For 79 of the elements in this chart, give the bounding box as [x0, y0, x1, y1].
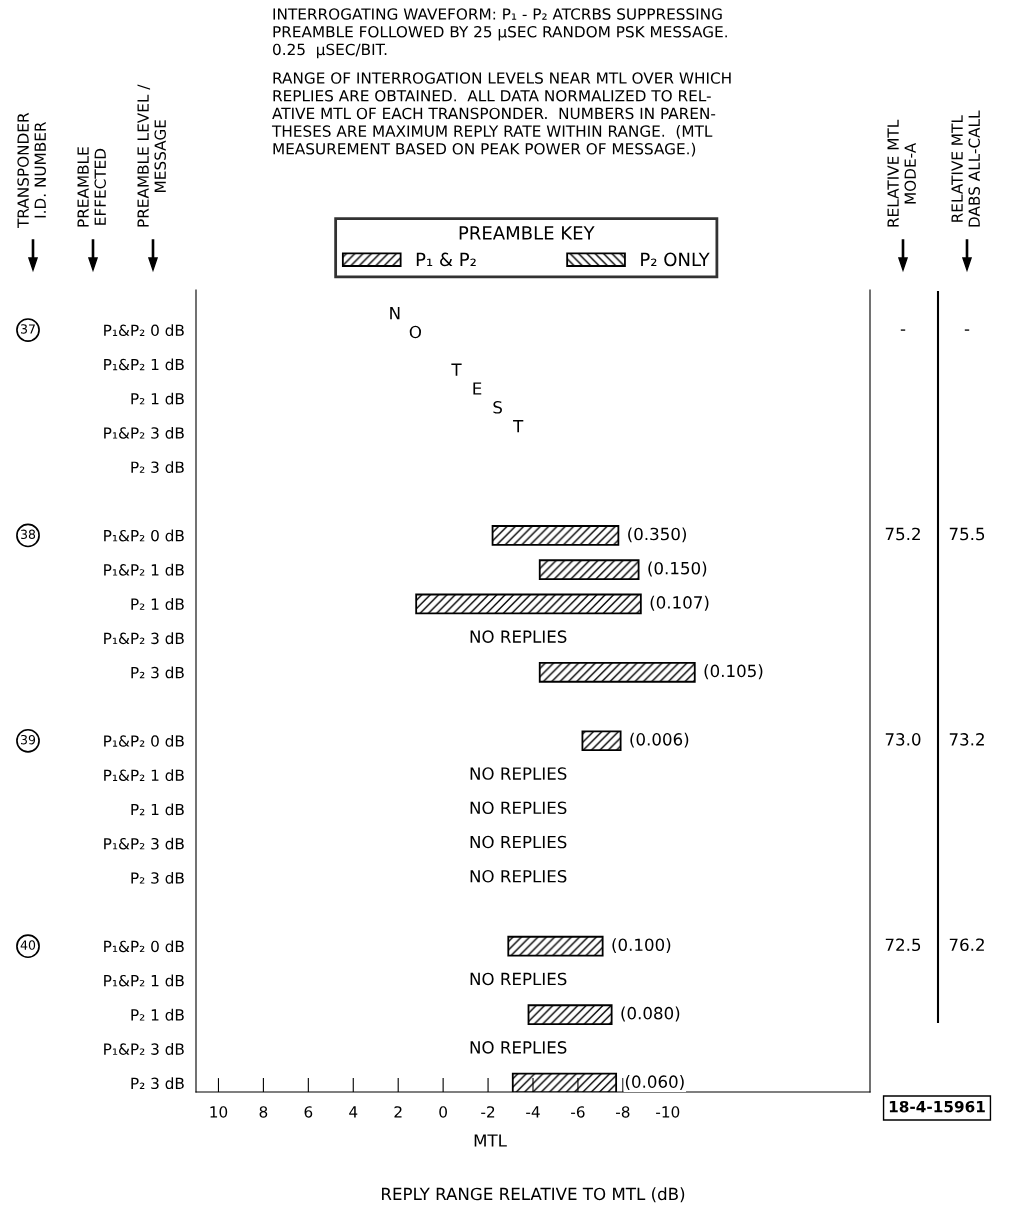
annotation: (0.105) — [704, 664, 763, 680]
x-tick-label: -8 — [616, 1106, 630, 1118]
annotation: (0.080) — [621, 1006, 680, 1022]
annotation: (0.100) — [612, 938, 671, 953]
annotation: (0.150) — [648, 561, 707, 577]
y-tick-label: P₂ 3 dB — [131, 666, 184, 679]
y-tick-label: P₁&P₂ 0 dB — [104, 940, 184, 953]
text: 38 — [21, 529, 36, 540]
text: 40 — [20, 940, 36, 950]
x-tick-label: 8 — [259, 1106, 268, 1118]
y-tick-label: P₂ 1 dB — [131, 1008, 184, 1021]
text: 73.2 — [949, 733, 984, 746]
text: RELATIVE MTL DABS ALL-CALL — [951, 110, 980, 227]
bar — [581, 730, 622, 752]
text: PREAMBLE LEVEL / MESSAGE — [137, 84, 166, 227]
text: NO TEST — [390, 307, 524, 433]
text: INTERROGATING WAVEFORM: P₁ - P₂ ATCRBS SUPPRESSING PREAMBLE FOLLOWED BY 25 μSEC RANDOM PSK MESSAGE. 0.25 μSEC/BIT. — [273, 8, 727, 59]
x-tick-label: -4 — [526, 1106, 540, 1118]
x-tick-label: -10 — [656, 1106, 680, 1118]
text: 76.2 — [949, 938, 984, 952]
y-tick-label: P₁&P₂ 3 dB — [104, 1043, 184, 1055]
text: 72.5 — [885, 938, 921, 952]
text: TRANSPONDER I.D. NUMBER — [17, 112, 46, 229]
text: - — [964, 329, 970, 331]
y-tick-label: P₁&P₂ 0 dB — [104, 324, 184, 337]
x-tick-label: 0 — [439, 1106, 447, 1118]
y-tick-label: P₂ 3 dB — [131, 1077, 184, 1090]
y-tick-label: P₁&P₂ 1 dB — [104, 769, 184, 782]
text: 39 — [21, 734, 36, 745]
text: NO REPLIES — [470, 801, 567, 815]
text: PREAMBLE EFFECTED — [77, 147, 106, 227]
x-tick-label: 6 — [304, 1106, 313, 1118]
y-tick-label: P₂ 1 dB — [131, 392, 184, 405]
annotation: (0.006) — [630, 732, 689, 748]
text: 73.0 — [885, 733, 921, 746]
text: RANGE OF INTERROGATION LEVELS NEAR MTL OVER WHICH REPLIES ARE OBTAINED. ALL DATA NORMALIZED TO REL- ATIVE MTL OF EACH TRANSPONDER. NUMBERS IN PAREN- THESES ARE MAXIMUM REPLY RATE WITHIN RANGE. (MTL MEASUREMENT BASED ON PEAK POWER OF MESSAGE.) — [271, 72, 731, 157]
x-tick-label: 2 — [394, 1106, 402, 1118]
annotation: (0.350) — [628, 527, 686, 543]
y-tick-label: P₂ 3 dB — [131, 871, 184, 884]
y-tick-label: P₂ 1 dB — [131, 598, 184, 610]
y-tick-label: P₁&P₂ 1 dB — [104, 358, 184, 371]
y-tick-label: P₁&P₂ 1 dB — [104, 563, 184, 576]
y-tick-label: P₁&P₂ 3 dB — [104, 426, 184, 439]
bar — [507, 935, 604, 957]
text: NO REPLIES — [470, 869, 567, 883]
text: NO REPLIES — [470, 630, 567, 643]
text: RELATIVE MTL MODE-A — [887, 119, 916, 227]
text: 18-4-15961 — [889, 1100, 985, 1113]
bar — [538, 662, 696, 683]
legend-label: P₂ ONLY — [641, 252, 710, 267]
text: NO REPLIES — [470, 767, 567, 780]
annotation: (0.060) — [625, 1075, 684, 1090]
annotation: (0.107) — [650, 595, 709, 611]
text: 75.2 — [885, 527, 920, 541]
text: NO REPLIES — [470, 972, 567, 986]
legend-title: PREAMBLE KEY — [459, 226, 595, 240]
y-tick-label: P₂ 1 dB — [131, 803, 184, 816]
text: MTL — [474, 1134, 507, 1147]
bar — [527, 1004, 613, 1025]
y-tick-label: P₁&P₂ 1 dB — [104, 974, 184, 987]
bar — [538, 559, 640, 580]
bar — [491, 525, 620, 546]
text: - — [900, 329, 906, 331]
bar — [415, 593, 642, 615]
text: NO REPLIES — [470, 1041, 567, 1054]
text: NO REPLIES — [470, 835, 567, 849]
y-tick-label: P₂ 3 dB — [131, 461, 184, 473]
x-tick-label: -2 — [481, 1106, 495, 1118]
x-tick-label: 4 — [349, 1106, 358, 1118]
text: 37 — [21, 324, 35, 334]
x-axis-title: REPLY RANGE RELATIVE TO MTL (dB) — [382, 1187, 685, 1203]
y-tick-label: P₁&P₂ 3 dB — [104, 837, 184, 850]
y-tick-label: P₁&P₂ 3 dB — [104, 632, 184, 645]
y-tick-label: P₁&P₂ 0 dB — [104, 735, 184, 747]
text: 75.5 — [949, 527, 985, 541]
y-tick-label: P₁&P₂ 0 dB — [104, 529, 184, 542]
legend-label: P₁ & P₂ — [416, 252, 476, 267]
x-tick-label: 10 — [210, 1106, 228, 1118]
x-tick-label: -6 — [571, 1106, 585, 1118]
